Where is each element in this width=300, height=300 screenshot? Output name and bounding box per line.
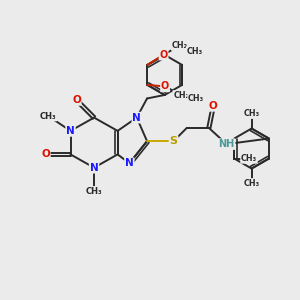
Text: CH₃: CH₃: [86, 187, 102, 196]
Text: CH₃: CH₃: [188, 94, 204, 103]
Text: NH: NH: [218, 139, 235, 149]
Text: CH₃: CH₃: [244, 179, 260, 188]
Text: O: O: [41, 149, 50, 159]
Text: CH₃: CH₃: [186, 47, 203, 56]
Text: O: O: [72, 95, 81, 105]
Text: S: S: [169, 136, 178, 146]
Text: N: N: [90, 163, 98, 173]
Text: CH₃: CH₃: [40, 112, 57, 121]
Text: CH₃: CH₃: [241, 154, 257, 163]
Text: CH₃: CH₃: [244, 109, 260, 118]
Text: O: O: [160, 50, 168, 60]
Text: N: N: [125, 158, 134, 168]
Text: N: N: [132, 112, 141, 123]
Text: O: O: [161, 81, 169, 92]
Text: CH₂: CH₂: [173, 91, 189, 100]
Text: O: O: [209, 101, 218, 111]
Text: N: N: [66, 126, 75, 136]
Text: CH₂: CH₂: [172, 41, 188, 50]
